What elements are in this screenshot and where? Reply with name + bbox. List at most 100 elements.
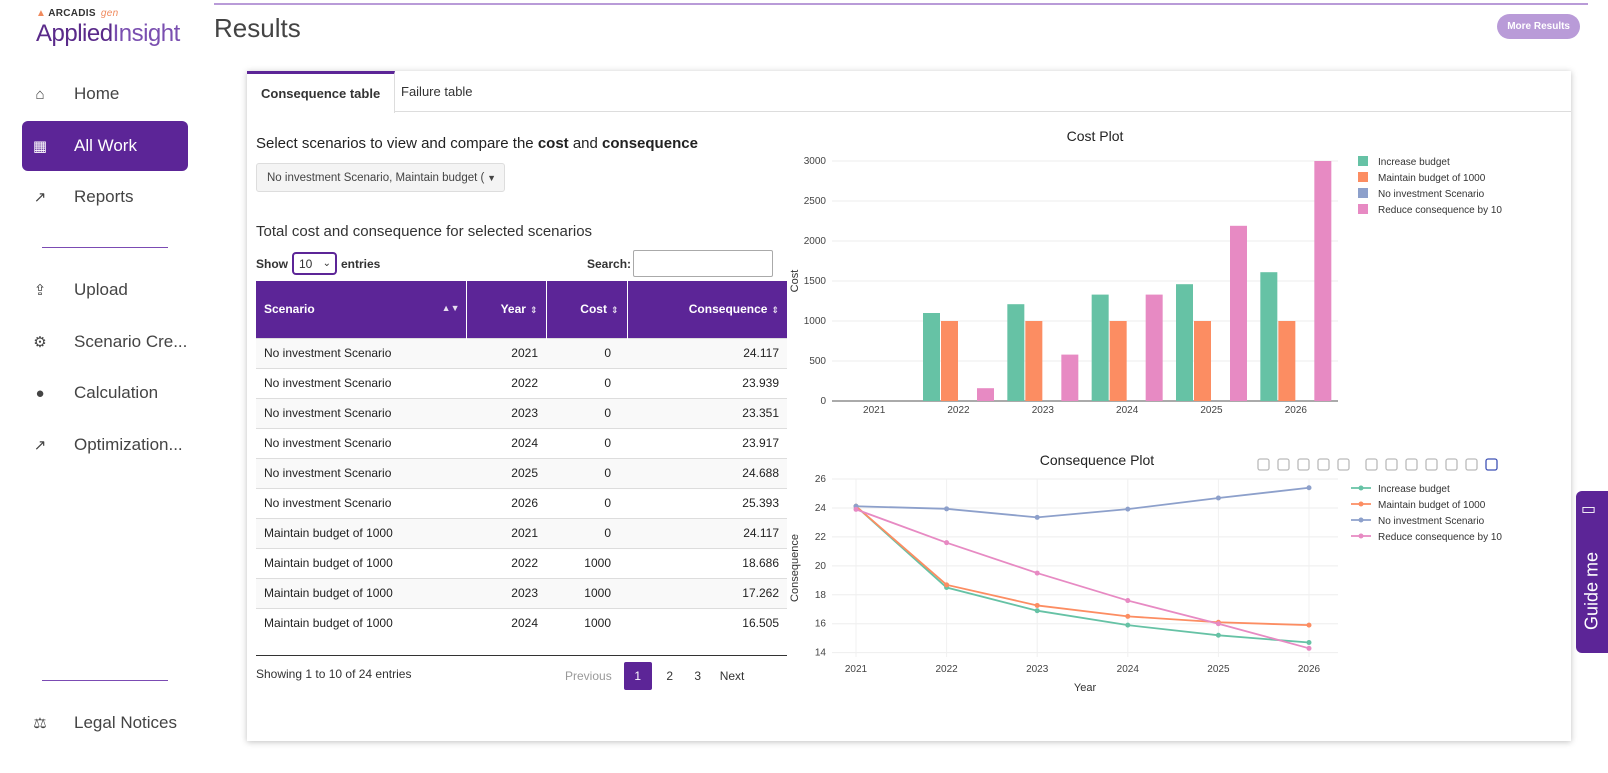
entries-select[interactable]: 10 ⌄ <box>292 252 337 275</box>
logo-brand: ARCADIS <box>48 8 96 19</box>
cell-scenario: Maintain budget of 1000 <box>256 607 466 638</box>
x-tick-label: 2022 <box>935 664 958 675</box>
x-tick-label: 2021 <box>845 664 868 675</box>
sidebar-item-scenario-creator[interactable]: ⚙ Scenario Cre... <box>22 317 188 367</box>
cell-cost: 0 <box>546 487 627 518</box>
legend-label: Increase budget <box>1378 484 1450 495</box>
page-button-2[interactable]: 2 <box>666 669 674 683</box>
cell-year: 2024 <box>466 607 546 638</box>
chart-line-icon: ↗ <box>33 437 47 454</box>
cell-cost: 0 <box>546 427 627 458</box>
cell-cost: 0 <box>546 397 627 428</box>
y-tick-label: 16 <box>815 619 827 630</box>
tab-consequence-table[interactable]: Consequence table <box>247 71 396 113</box>
sidebar-item-home[interactable]: ⌂ Home <box>22 69 188 119</box>
sidebar-item-optimization[interactable]: ↗ Optimization... <box>22 420 188 470</box>
chart-title: Cost Plot <box>1067 128 1124 144</box>
bar <box>923 313 940 401</box>
sidebar-item-label: Home <box>74 84 120 103</box>
cell-consequence: 23.939 <box>627 367 787 398</box>
tab-bar: Consequence table Failure table <box>247 71 1571 113</box>
y-tick-label: 2500 <box>804 196 827 207</box>
bar <box>1314 161 1332 401</box>
table-row: Maintain budget of 1000 2022 1000 18.686 <box>256 547 787 578</box>
column-header-cost[interactable]: Cost ⇕ <box>546 281 628 338</box>
legend-label: No investment Scenario <box>1378 189 1485 200</box>
tab-failure-table[interactable]: Failure table <box>401 84 473 99</box>
y-tick-label: 0 <box>820 396 826 407</box>
x-tick-label: 2023 <box>1032 405 1055 416</box>
sidebar-item-all-work[interactable]: ▦ All Work <box>22 121 188 171</box>
legend-label: Reduce consequence by 10 <box>1378 205 1502 216</box>
gears-icon: ⚙ <box>33 334 47 351</box>
page-title: Results <box>214 13 301 43</box>
data-point <box>1034 602 1040 608</box>
data-point <box>853 506 859 512</box>
sidebar-item-reports[interactable]: ↗ Reports <box>22 172 188 222</box>
data-point <box>1215 621 1221 627</box>
sidebar: ▲ ARCADIS gen AppliedInsight ⌂ Home ▦ All… <box>0 0 200 773</box>
scale-icon: ⚖ <box>33 715 47 732</box>
page-button-1[interactable]: 1 <box>623 662 652 690</box>
entries-label: entries <box>341 256 381 271</box>
cost-plot[interactable]: Cost Plot 0 500 1000 1500 2000 2500 3000 2021 202… <box>788 121 1518 421</box>
camera-icon <box>1257 458 1270 471</box>
bar <box>977 388 994 401</box>
compare-data-icon <box>1465 458 1478 471</box>
y-tick-label: 26 <box>815 474 827 485</box>
logo-brand-line: ▲ ARCADIS gen <box>36 8 180 19</box>
flame-icon: ▲ <box>36 8 47 19</box>
cell-year: 2022 <box>466 547 546 578</box>
bar <box>1176 284 1193 401</box>
previous-page-button[interactable]: Previous <box>565 669 612 683</box>
table-body: No investment Scenario 2021 0 24.117 No inve… <box>256 337 787 638</box>
scenario-multiselect[interactable]: No investment Scenario, Maintain budget … <box>256 163 505 192</box>
autoscale-icon <box>1405 458 1418 471</box>
select-title-prefix: Select scenarios to view and compare the <box>256 135 534 152</box>
table-row: No investment Scenario 2024 0 23.917 <box>256 427 787 458</box>
table-info: Showing 1 to 10 of 24 entries <box>256 667 412 681</box>
box-select-icon <box>1317 458 1330 471</box>
app-logo[interactable]: ▲ ARCADIS gen AppliedInsight <box>36 8 180 48</box>
x-tick-label: 2025 <box>1207 664 1230 675</box>
column-header-consequence[interactable]: Consequence ⇕ <box>627 281 787 338</box>
sort-icon: ▲▼ <box>441 303 460 313</box>
legend-swatch <box>1358 172 1368 182</box>
x-tick-label: 2022 <box>947 405 970 416</box>
spike-lines-icon <box>1445 458 1458 471</box>
series-line <box>855 505 1310 644</box>
data-point <box>1306 485 1312 491</box>
search-input[interactable] <box>633 250 774 277</box>
sidebar-item-label: Upload <box>74 280 128 299</box>
column-header-scenario[interactable]: Scenario ▲▼ <box>256 281 467 338</box>
x-tick-label: 2024 <box>1116 405 1139 416</box>
bar <box>1145 294 1163 401</box>
legend-marker <box>1358 517 1364 523</box>
sidebar-item-calculation[interactable]: ● Calculation <box>22 368 188 418</box>
table-row: No investment Scenario 2025 0 24.688 <box>256 457 787 488</box>
guide-me-button[interactable]: ▭ Guide me <box>1576 491 1608 653</box>
caret-down-icon: ▼ <box>487 172 496 183</box>
cell-cost: 0 <box>546 517 627 548</box>
more-results-button[interactable]: More Results <box>1497 14 1580 39</box>
upload-icon: ⇪ <box>33 282 47 299</box>
cell-scenario: No investment Scenario <box>256 427 466 458</box>
sidebar-item-legal-notices[interactable]: ⚖ Legal Notices <box>22 698 188 748</box>
data-point <box>1306 640 1312 646</box>
sort-icon: ⇕ <box>771 305 779 316</box>
column-header-year[interactable]: Year ⇕ <box>466 281 547 338</box>
table-row: No investment Scenario 2022 0 23.939 <box>256 367 787 398</box>
results-panel: Consequence table Failure table Select s… <box>247 71 1571 741</box>
zoom-in-icon <box>1365 458 1378 471</box>
data-point <box>1306 645 1312 651</box>
sidebar-item-upload[interactable]: ⇪ Upload <box>22 265 188 315</box>
bar <box>1109 321 1127 401</box>
x-tick-label: 2024 <box>1117 664 1140 675</box>
page-button-3[interactable]: 3 <box>694 669 702 683</box>
column-header-label: Year <box>500 302 526 317</box>
sidebar-item-label: All Work <box>74 136 137 155</box>
next-page-button[interactable]: Next <box>719 669 745 683</box>
cell-consequence: 23.917 <box>627 427 787 458</box>
legend-swatch <box>1358 204 1368 214</box>
